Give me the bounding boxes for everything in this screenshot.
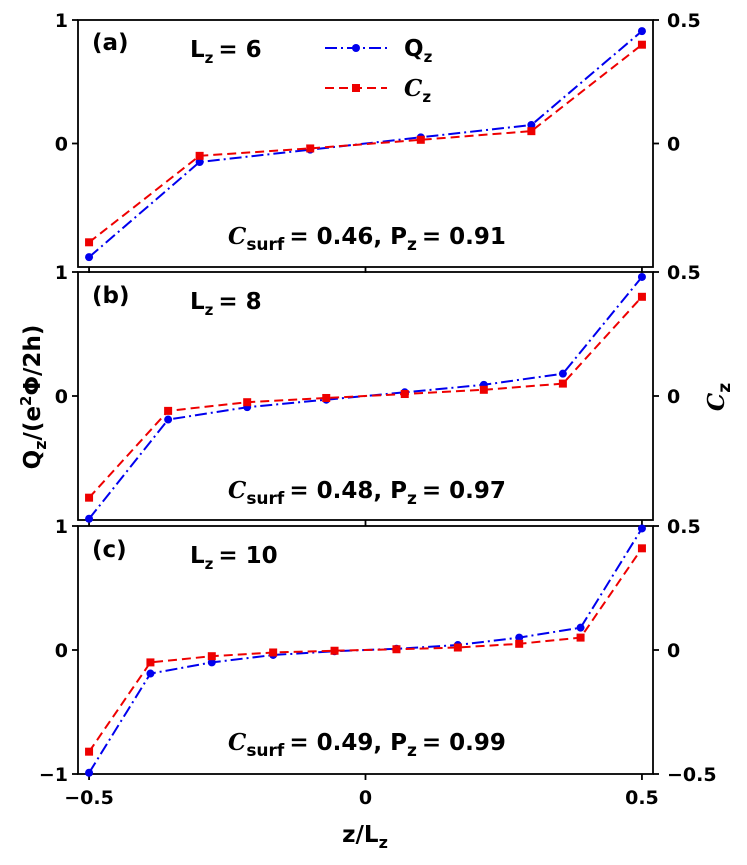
panel-c-cz-point — [453, 643, 462, 652]
panel-c-qz-point — [207, 658, 216, 667]
panel-b-cz-point — [243, 398, 252, 407]
legend-cz-marker — [352, 84, 360, 92]
panel-b-cz-point — [400, 390, 409, 399]
panel-b-right-tick-label: 0 — [667, 386, 680, 408]
legend-qz-label: Qz — [404, 36, 433, 66]
panel-a-qz-point — [195, 158, 204, 167]
x-tick-label: −0.5 — [64, 787, 114, 809]
panel-b-qz-point — [85, 514, 94, 523]
panel-c-left-tick-label: −1 — [39, 764, 68, 786]
panel-b-annotation: Csurf = 0.48, Pz = 0.97 — [228, 477, 506, 509]
panel-b-qz-point — [164, 415, 173, 424]
panel-b-left-tick-label: 0 — [55, 386, 68, 408]
legend-qz-marker — [352, 44, 360, 52]
panel-a-cz-point — [527, 127, 536, 136]
panel-c-cz-point — [85, 747, 94, 756]
panel-a-qz-point — [637, 27, 646, 36]
series-layer — [85, 27, 646, 777]
panel-b-left-tick-label: 1 — [55, 262, 68, 284]
panel-b-cz-point — [322, 393, 331, 402]
panel-c-left-tick-label: 1 — [55, 516, 68, 538]
panel-b-cz-point — [85, 493, 94, 502]
panel-b-cz-point — [479, 385, 488, 394]
panel-a-right-tick-label: 0.5 — [667, 10, 701, 32]
panel-a-qz-line — [88, 30, 643, 258]
panel-c-cz-point — [269, 648, 278, 657]
panel-c-cz-line — [88, 547, 643, 753]
panel-c-qz-point — [576, 623, 585, 632]
x-axis-label: z/Lz — [342, 822, 388, 852]
panel-b-qz-point — [637, 272, 646, 281]
panel-a-tag: (a) — [92, 30, 129, 56]
panel-c-qz-point — [146, 669, 155, 678]
panel-c-tag: (c) — [92, 537, 127, 563]
panel-c-cz-point — [146, 658, 155, 667]
panel-a-annotation: Csurf = 0.46, Pz = 0.91 — [228, 223, 506, 255]
legend-cz-label: Cz — [404, 75, 431, 106]
panel-b-tag: (b) — [92, 283, 130, 309]
panel-a-cz-point — [195, 151, 204, 160]
panel-a-cz-point — [416, 135, 425, 144]
panel-a-cz-point — [637, 40, 646, 49]
panel-a-right-tick-label: 0 — [667, 134, 680, 156]
left-y-axis-label: Qz/(e2Φ/2h) — [17, 325, 50, 470]
panel-c-cz-point — [207, 652, 216, 661]
panel-c-right-tick-label: 0 — [667, 640, 680, 662]
axis-ticks: 0 1 0 0.5 0 1 0 0.5 −1 0 1 −0.5 0 0.5 −0.5 0 0.5 — [39, 10, 717, 809]
panel-b-cz-point — [637, 292, 646, 301]
panel-c-cz-point — [576, 633, 585, 642]
panel-a-lz-label: Lz = 6 — [190, 37, 262, 67]
panel-b-lz-label: Lz = 8 — [190, 289, 262, 319]
panel-a-cz-point — [306, 144, 315, 153]
panel-c-cz-point — [392, 645, 401, 654]
panel-c-lz-label: Lz = 10 — [190, 543, 278, 573]
right-y-axis-label: Cz — [703, 383, 735, 411]
x-tick-label: 0.5 — [625, 787, 659, 809]
x-tick-label: 0 — [359, 787, 372, 809]
panel-b-cz-point — [558, 379, 567, 388]
panel-b-right-tick-label: 0.5 — [667, 262, 701, 284]
panel-c-qz-point — [515, 633, 524, 642]
panel-a-left-tick-label: 1 — [55, 10, 68, 32]
panel-c-cz-point — [515, 639, 524, 648]
panel-a-qz-point — [85, 253, 94, 262]
panel-c-cz-point — [330, 646, 339, 655]
panel-a-cz-line — [88, 43, 643, 244]
panel-a-qz-point — [527, 120, 536, 129]
panel-c-cz-point — [637, 544, 646, 553]
panel-b-cz-line — [88, 296, 643, 499]
panel-b-qz-point — [558, 369, 567, 378]
panel-c-right-tick-label: −0.5 — [667, 764, 717, 786]
panel-c-qz-point — [637, 524, 646, 533]
panel-c-annotation: Csurf = 0.49, Pz = 0.99 — [228, 729, 506, 761]
panel-c-qz-point — [85, 768, 94, 777]
panel-a-left-tick-label: 0 — [55, 134, 68, 156]
panel-c-right-tick-label: 0.5 — [667, 516, 701, 538]
panel-b-cz-point — [164, 406, 173, 415]
legend: Qz Cz — [325, 36, 433, 106]
panel-a-cz-point — [85, 238, 94, 247]
panel-c-left-tick-label: 0 — [55, 640, 68, 662]
